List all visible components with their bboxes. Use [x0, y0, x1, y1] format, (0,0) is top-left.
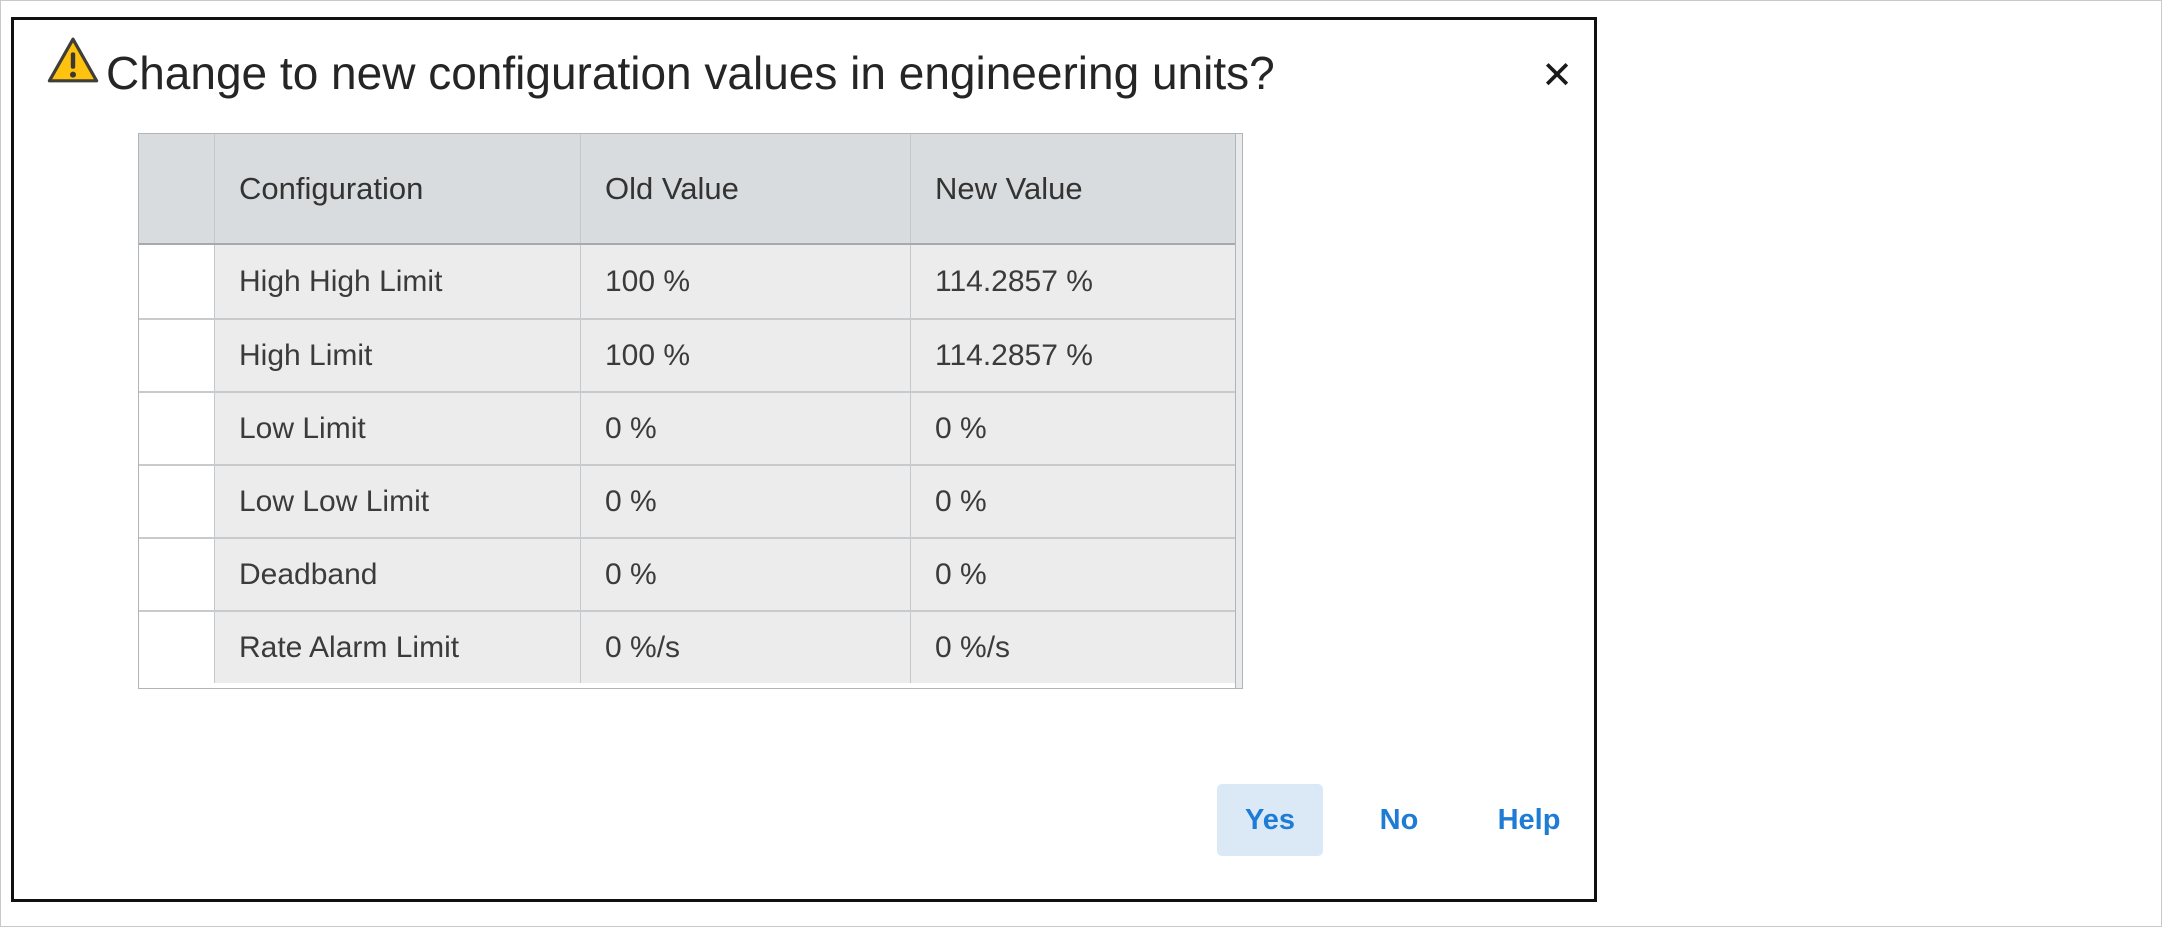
table-row: Rate Alarm Limit 0 %/s 0 %/s	[139, 610, 1235, 683]
old-value-cell: 100 %	[580, 320, 910, 391]
help-button[interactable]: Help	[1474, 784, 1584, 856]
header-old-value: Old Value	[580, 134, 910, 243]
new-value-cell: 114.2857 %	[910, 320, 1235, 391]
table-row: High High Limit 100 % 114.2857 %	[139, 245, 1235, 318]
new-value-cell: 0 %	[910, 393, 1235, 464]
dialog-title: Change to new configuration values in en…	[106, 47, 1275, 99]
table-row: Low Limit 0 % 0 %	[139, 391, 1235, 464]
configuration-table: Configuration Old Value New Value High H…	[138, 133, 1243, 689]
header-configuration: Configuration	[214, 134, 580, 243]
configuration-cell: Rate Alarm Limit	[214, 612, 580, 683]
row-selector-cell	[139, 539, 214, 610]
old-value-cell: 0 %	[580, 393, 910, 464]
table-row: Low Low Limit 0 % 0 %	[139, 464, 1235, 537]
table-row: Deadband 0 % 0 %	[139, 537, 1235, 610]
new-value-cell: 0 %	[910, 466, 1235, 537]
yes-button[interactable]: Yes	[1217, 784, 1323, 856]
no-button[interactable]: No	[1344, 784, 1454, 856]
table-row: High Limit 100 % 114.2857 %	[139, 318, 1235, 391]
dialog-title-bar: Change to new configuration values in en…	[14, 20, 1594, 120]
row-selector-cell	[139, 393, 214, 464]
row-selector-cell	[139, 466, 214, 537]
table-scrollbar-track[interactable]	[1235, 134, 1242, 688]
new-value-cell: 0 %	[910, 539, 1235, 610]
configuration-cell: Deadband	[214, 539, 580, 610]
configuration-cell: Low Low Limit	[214, 466, 580, 537]
confirmation-dialog: Change to new configuration values in en…	[11, 17, 1597, 902]
old-value-cell: 100 %	[580, 245, 910, 318]
old-value-cell: 0 %	[580, 539, 910, 610]
new-value-cell: 0 %/s	[910, 612, 1235, 683]
configuration-cell: High High Limit	[214, 245, 580, 318]
header-selector-column	[139, 134, 214, 243]
warning-icon	[47, 36, 99, 84]
row-selector-cell	[139, 245, 214, 318]
configuration-cell: High Limit	[214, 320, 580, 391]
close-icon[interactable]: ✕	[1530, 48, 1584, 102]
configuration-cell: Low Limit	[214, 393, 580, 464]
row-selector-cell	[139, 320, 214, 391]
new-value-cell: 114.2857 %	[910, 245, 1235, 318]
configuration-table-body: Configuration Old Value New Value High H…	[139, 134, 1235, 688]
old-value-cell: 0 %/s	[580, 612, 910, 683]
row-selector-cell	[139, 612, 214, 683]
old-value-cell: 0 %	[580, 466, 910, 537]
header-new-value: New Value	[910, 134, 1235, 243]
table-header-row: Configuration Old Value New Value	[139, 134, 1235, 245]
dialog-button-row: Yes No Help	[14, 784, 1594, 856]
